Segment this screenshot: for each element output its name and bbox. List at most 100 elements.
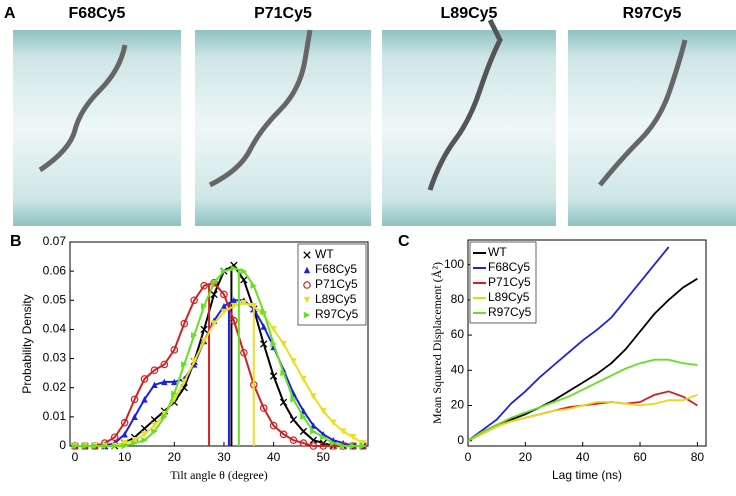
marker [151, 428, 158, 435]
legend-label: P71Cy5 [315, 277, 358, 291]
marker [140, 424, 149, 433]
y-tick-label: 20 [451, 398, 465, 412]
x-tick-label: 40 [267, 450, 281, 464]
x-axis-label: Tilt angle θ (degree) [170, 468, 268, 482]
legend-marker [303, 266, 311, 274]
marker [161, 413, 168, 421]
legend-label: F68Cy5 [315, 262, 357, 276]
y-tick-label: 0.05 [43, 292, 67, 306]
marker [359, 442, 367, 450]
y-tick-label: 0.01 [43, 409, 67, 423]
marker [171, 390, 178, 397]
y-tick-label: 0.04 [43, 322, 67, 336]
marker [151, 422, 158, 429]
marker [111, 442, 118, 450]
marker [240, 267, 248, 275]
y-tick-label: 0.02 [43, 380, 67, 394]
marker [220, 308, 228, 316]
marker [171, 378, 178, 386]
y-tick-label: 40 [451, 362, 465, 376]
marker [190, 296, 198, 305]
legend-marker [303, 251, 311, 259]
y-tick-label: 100 [444, 257, 464, 271]
marker [330, 439, 337, 447]
series-line [468, 246, 670, 442]
marker [220, 267, 228, 275]
legend-label: R97Cy5 [315, 307, 359, 321]
marker [310, 393, 317, 400]
y-tick-label: 80 [451, 292, 465, 306]
y-tick-label: 0.03 [43, 351, 67, 365]
marker [151, 381, 158, 388]
marker [309, 442, 318, 450]
legend-label: WT [488, 245, 507, 259]
marker [130, 395, 139, 404]
x-tick-label: 0 [72, 450, 79, 464]
snapshot-title: L89Cy5 [441, 5, 498, 22]
marker [160, 360, 169, 369]
marker [240, 348, 248, 357]
panel-label: A [4, 5, 16, 22]
marker [81, 442, 89, 450]
marker [279, 430, 288, 439]
y-axis-label: Mean Squared Displacement (Å²) [430, 262, 444, 424]
marker [330, 419, 337, 426]
marker [240, 276, 248, 284]
marker [210, 279, 218, 286]
marker [349, 442, 357, 450]
x-tick-label: 50 [317, 450, 331, 464]
legend-label: L89Cy5 [488, 290, 530, 304]
marker [270, 326, 277, 333]
x-tick-label: 30 [217, 450, 231, 464]
marker [161, 378, 168, 386]
marker [240, 300, 248, 307]
marker [120, 418, 129, 427]
y-axis-label: Probability Density [20, 294, 34, 393]
marker [121, 431, 128, 438]
legend-marker [303, 281, 311, 289]
marker [259, 404, 268, 412]
marker [339, 442, 347, 450]
marker [131, 436, 138, 444]
marker [269, 372, 278, 380]
y-tick-label: 60 [451, 327, 465, 341]
legend-label: R97Cy5 [488, 305, 532, 319]
snapshot-title: F68Cy5 [69, 5, 126, 22]
marker [181, 361, 188, 368]
marker [279, 398, 288, 406]
x-tick-label: 10 [118, 450, 132, 464]
marker [220, 290, 228, 299]
marker [289, 416, 298, 424]
marker [300, 375, 307, 383]
marker [200, 337, 208, 345]
x-tick-label: 60 [633, 450, 647, 464]
marker [141, 431, 148, 438]
x-tick-label: 20 [519, 450, 533, 464]
marker [310, 422, 317, 429]
series-line [468, 394, 698, 442]
marker [131, 439, 138, 447]
marker [260, 323, 267, 330]
marker [150, 366, 159, 375]
marker [210, 290, 218, 299]
marker [101, 442, 108, 450]
marker [230, 302, 238, 310]
marker [210, 320, 218, 327]
marker [230, 316, 238, 325]
legend-label: L89Cy5 [315, 292, 357, 306]
panel-label: C [398, 233, 410, 250]
y-tick-label: 0.06 [43, 263, 67, 277]
snapshot-title: P71Cy5 [254, 5, 312, 22]
marker [71, 442, 79, 450]
marker [260, 340, 268, 348]
marker [250, 282, 257, 289]
marker [309, 436, 318, 444]
marker [91, 442, 99, 450]
plot-frame [69, 241, 369, 447]
legend-marker [303, 311, 311, 319]
marker [260, 308, 267, 316]
marker [140, 375, 149, 383]
marker [190, 358, 198, 365]
marker [280, 369, 287, 377]
